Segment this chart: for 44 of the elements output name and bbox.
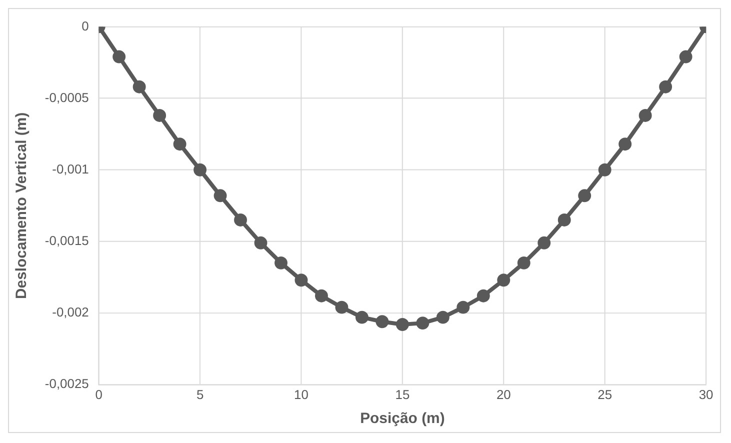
- point: [294, 274, 308, 287]
- point: [112, 50, 126, 64]
- point: [355, 310, 368, 324]
- y-axis-title: Deslocamento Vertical (m): [13, 112, 30, 299]
- x-tick-label: 0: [95, 386, 102, 402]
- x-tick-label: 10: [294, 386, 308, 402]
- y-tick-label: -0,001: [52, 161, 89, 176]
- x-tick-label: 25: [598, 386, 612, 402]
- point: [132, 80, 146, 94]
- point: [153, 109, 166, 122]
- y-tick-label: -0,0015: [44, 233, 89, 248]
- point: [578, 189, 592, 202]
- point: [274, 256, 288, 270]
- point: [517, 256, 530, 270]
- point: [618, 138, 632, 151]
- x-axis-title: Posição (m): [360, 410, 445, 428]
- point: [538, 236, 551, 250]
- point: [396, 318, 409, 331]
- x-tick-label: 15: [395, 386, 410, 402]
- point: [314, 289, 328, 302]
- x-tick-label: 20: [496, 386, 511, 402]
- point: [659, 80, 672, 94]
- x-tick-label: 30: [698, 386, 714, 402]
- point: [376, 315, 389, 328]
- point: [416, 316, 430, 330]
- point: [194, 163, 207, 176]
- point: [476, 289, 490, 302]
- point: [335, 300, 348, 314]
- point: [679, 50, 692, 64]
- y-tick-label: -0,0005: [44, 90, 89, 105]
- point: [234, 214, 247, 226]
- point: [558, 214, 571, 226]
- x-tick-label: 5: [196, 386, 204, 402]
- point: [497, 274, 510, 287]
- point: [638, 109, 652, 122]
- point: [173, 138, 186, 151]
- y-tick-label: -0,002: [52, 304, 89, 320]
- point: [456, 300, 470, 314]
- point: [214, 189, 227, 202]
- y-tick-label: -0,0025: [44, 376, 89, 392]
- point: [436, 310, 450, 324]
- point: [254, 236, 268, 250]
- y-tick-label: 0: [82, 18, 89, 34]
- point: [598, 163, 612, 176]
